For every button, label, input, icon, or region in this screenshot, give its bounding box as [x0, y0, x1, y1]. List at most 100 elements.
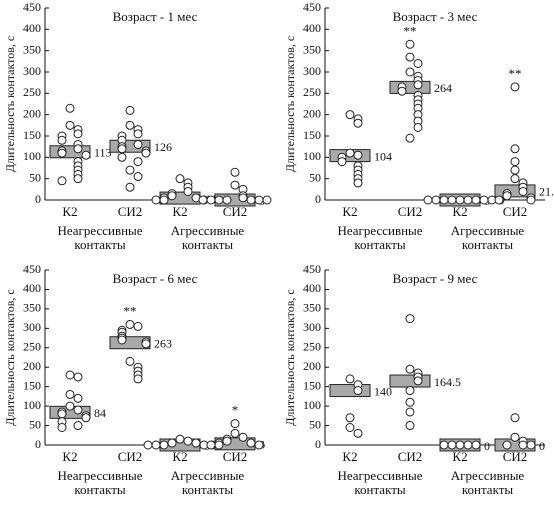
data-point — [73, 372, 83, 382]
data-point — [175, 174, 185, 184]
data-point — [510, 157, 520, 167]
data-point — [73, 421, 83, 431]
y-tick-label: 200 — [23, 359, 41, 373]
data-point — [405, 407, 415, 417]
data-point — [405, 314, 415, 324]
data-point — [222, 436, 232, 446]
data-point — [183, 186, 193, 196]
y-tick-label: 250 — [23, 85, 41, 99]
data-point — [57, 148, 67, 158]
data-point — [502, 440, 512, 450]
group-label: контакты — [354, 237, 406, 252]
data-point — [65, 103, 75, 113]
significance: * — [232, 403, 239, 418]
group-label: контакты — [182, 237, 234, 252]
y-tick-label: 0 — [35, 192, 41, 206]
data-point — [230, 167, 240, 177]
data-point — [447, 195, 457, 205]
x-tick-label: К2 — [452, 204, 467, 219]
x-tick-label: СИ2 — [118, 204, 143, 219]
y-tick-label: 150 — [303, 128, 321, 142]
data-point — [230, 419, 240, 429]
x-tick-label: К2 — [62, 449, 77, 464]
data-point — [471, 440, 481, 450]
y-tick-label: 150 — [23, 128, 41, 142]
y-tick-label: 0 — [35, 437, 41, 451]
data-point — [337, 157, 347, 167]
group-label: контакты — [74, 482, 126, 497]
data-point — [206, 195, 216, 205]
data-point — [455, 195, 465, 205]
y-tick-label: 300 — [23, 64, 41, 78]
y-tick-label: 100 — [303, 149, 321, 163]
x-tick-label: К2 — [342, 204, 357, 219]
data-point — [345, 110, 355, 120]
data-point — [413, 122, 423, 132]
data-point — [65, 120, 75, 130]
median-label: 140 — [374, 384, 392, 398]
panel-title: Возраст - 3 мес — [393, 9, 478, 24]
data-point — [526, 195, 536, 205]
group-label: Агрессивные — [451, 223, 525, 238]
data-point — [510, 413, 520, 423]
data-point — [73, 393, 83, 403]
y-tick-label: 150 — [23, 378, 41, 392]
data-point — [57, 176, 67, 186]
median-label: 104 — [374, 149, 392, 163]
data-point — [345, 148, 355, 158]
y-tick-label: 400 — [23, 21, 41, 35]
data-point — [431, 195, 441, 205]
x-tick-label: СИ2 — [223, 449, 248, 464]
data-point — [494, 195, 504, 205]
panel-title: Возраст - 1 мес — [113, 9, 198, 24]
data-point — [510, 174, 520, 184]
x-tick-label: К2 — [62, 204, 77, 219]
data-point — [133, 157, 143, 167]
data-point — [510, 144, 520, 154]
median-label: 164.5 — [434, 375, 461, 389]
group-label: Агрессивные — [171, 223, 245, 238]
data-point — [405, 397, 415, 407]
data-point — [479, 195, 489, 205]
data-point — [463, 195, 473, 205]
y-tick-label: 200 — [303, 359, 321, 373]
x-tick-label: СИ2 — [398, 204, 423, 219]
group-label: контакты — [182, 482, 234, 497]
y-tick-label: 300 — [23, 320, 41, 334]
data-point — [125, 105, 135, 115]
data-point — [353, 386, 363, 396]
y-tick-label: 450 — [303, 0, 321, 14]
data-point — [151, 195, 161, 205]
y-tick-label: 400 — [303, 21, 321, 35]
data-point — [254, 440, 264, 450]
group-label: контакты — [354, 482, 406, 497]
y-tick-label: 100 — [23, 149, 41, 163]
group-label: контакты — [74, 237, 126, 252]
data-point — [141, 148, 151, 158]
data-point — [246, 195, 256, 205]
data-point — [65, 370, 75, 380]
data-point — [167, 438, 177, 448]
data-point — [353, 150, 363, 160]
y-tick-label: 450 — [23, 262, 41, 276]
data-point — [405, 133, 415, 143]
data-point — [133, 172, 143, 182]
y-tick-label: 300 — [303, 64, 321, 78]
data-point — [405, 39, 415, 49]
significance: ** — [124, 303, 137, 318]
y-tick-label: 100 — [23, 398, 41, 412]
data-point — [73, 174, 83, 184]
data-point — [439, 195, 449, 205]
y-tick-label: 350 — [303, 301, 321, 315]
y-tick-label: 50 — [29, 417, 41, 431]
significance: ** — [404, 23, 417, 38]
data-point — [439, 440, 449, 450]
y-tick-label: 100 — [303, 398, 321, 412]
data-point — [214, 195, 224, 205]
data-point — [238, 432, 248, 442]
data-point — [254, 195, 264, 205]
data-point — [206, 440, 216, 450]
x-tick-label: СИ2 — [503, 449, 528, 464]
data-point — [191, 438, 201, 448]
data-point — [397, 86, 407, 96]
